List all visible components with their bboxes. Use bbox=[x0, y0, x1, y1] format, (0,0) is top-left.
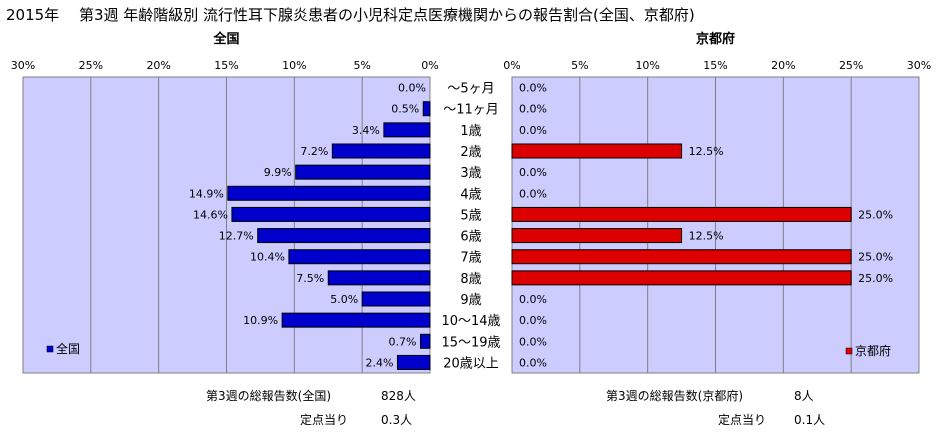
kyoto-bar bbox=[511, 143, 683, 159]
national-bar bbox=[295, 164, 431, 180]
national-data-label: 9.9% bbox=[264, 166, 292, 179]
national-bar bbox=[383, 122, 431, 138]
category-label: 15～19歳 bbox=[441, 335, 500, 350]
national-bar bbox=[327, 270, 431, 286]
kyoto-data-label: 0.0% bbox=[519, 293, 547, 306]
chart-title: 2015年 第3週 年齢階級別 流行性耳下腺炎患者の小児科定点医療機関からの報告… bbox=[6, 6, 695, 24]
kyoto-bar bbox=[511, 228, 683, 244]
kyoto-data-label: 25.0% bbox=[858, 251, 893, 264]
kyoto-data-label: 12.5% bbox=[689, 230, 724, 243]
kyoto-tick-label: 20% bbox=[771, 59, 795, 72]
national-data-label: 7.5% bbox=[296, 272, 324, 285]
category-label: 2歳 bbox=[460, 145, 481, 160]
kyoto-data-label: 0.0% bbox=[519, 356, 547, 369]
category-label: 5歳 bbox=[460, 208, 481, 223]
national-bar bbox=[420, 333, 431, 349]
national-data-label: 2.4% bbox=[365, 356, 393, 369]
kyoto-tick-label: 25% bbox=[839, 59, 863, 72]
category-label: 10～14歳 bbox=[441, 314, 500, 329]
kyoto-bar bbox=[511, 270, 852, 286]
national-data-label: 14.9% bbox=[189, 187, 224, 200]
national-bar bbox=[396, 354, 431, 370]
category-label: 9歳 bbox=[460, 293, 481, 308]
national-tick-label: 15% bbox=[214, 59, 238, 72]
national-bar bbox=[288, 249, 431, 265]
national-data-label: 0.7% bbox=[389, 335, 417, 348]
kyoto-tick-label: 15% bbox=[703, 59, 727, 72]
category-label: ～11ヶ月 bbox=[443, 103, 499, 118]
kyoto-per-label: 定点当り bbox=[718, 413, 767, 427]
kyoto-legend-label: 京都府 bbox=[855, 343, 891, 358]
kyoto-bar bbox=[511, 206, 852, 222]
kyoto-panel-title: 京都府 bbox=[696, 31, 735, 47]
national-data-label: 10.4% bbox=[250, 251, 285, 264]
kyoto-total-value: 8人 bbox=[794, 389, 814, 403]
category-label: 4歳 bbox=[460, 187, 481, 202]
kyoto-bar bbox=[511, 249, 852, 265]
national-tick-label: 10% bbox=[282, 59, 306, 72]
national-bar bbox=[331, 143, 431, 159]
national-per-label: 定点当り bbox=[300, 413, 349, 427]
national-data-label: 12.7% bbox=[219, 230, 254, 243]
national-legend-swatch bbox=[46, 345, 54, 353]
national-bar bbox=[227, 185, 431, 201]
category-label: 1歳 bbox=[460, 124, 481, 139]
kyoto-tick-label: 5% bbox=[571, 59, 588, 72]
kyoto-data-label: 0.0% bbox=[519, 335, 547, 348]
national-bar bbox=[422, 101, 431, 117]
kyoto-tick-label: 30% bbox=[907, 59, 931, 72]
national-tick-label: 20% bbox=[146, 59, 170, 72]
national-data-label: 14.6% bbox=[193, 208, 228, 221]
national-per-value: 0.3人 bbox=[381, 413, 413, 427]
kyoto-data-label: 0.0% bbox=[519, 166, 547, 179]
national-total-label: 第3週の総報告数(全国) bbox=[206, 389, 331, 403]
kyoto-per-value: 0.1人 bbox=[794, 413, 826, 427]
national-tick-label: 30% bbox=[11, 59, 35, 72]
national-data-label: 7.2% bbox=[300, 145, 328, 158]
kyoto-legend-swatch bbox=[845, 347, 853, 355]
national-panel-title: 全国 bbox=[212, 31, 239, 47]
national-legend-label: 全国 bbox=[56, 341, 80, 356]
kyoto-data-label: 0.0% bbox=[519, 82, 547, 95]
national-bar bbox=[281, 312, 431, 328]
kyoto-total-label: 第3週の総報告数(京都府) bbox=[606, 389, 743, 403]
category-label: 7歳 bbox=[460, 251, 481, 266]
national-tick-label: 5% bbox=[353, 59, 370, 72]
kyoto-data-label: 0.0% bbox=[519, 314, 547, 327]
kyoto-tick-label: 0% bbox=[503, 59, 520, 72]
category-label: ～5ヶ月 bbox=[447, 82, 494, 97]
national-data-label: 5.0% bbox=[330, 293, 358, 306]
kyoto-data-label: 0.0% bbox=[519, 187, 547, 200]
category-label: 8歳 bbox=[460, 272, 481, 287]
national-total-value: 828人 bbox=[381, 389, 416, 403]
category-label: 3歳 bbox=[460, 166, 481, 181]
national-bar bbox=[231, 206, 431, 222]
kyoto-data-label: 12.5% bbox=[689, 145, 724, 158]
national-tick-label: 25% bbox=[79, 59, 103, 72]
national-bar bbox=[361, 291, 431, 307]
category-label: 6歳 bbox=[460, 230, 481, 245]
national-data-label: 10.9% bbox=[243, 314, 278, 327]
national-tick-label: 0% bbox=[421, 59, 438, 72]
national-data-label: 0.0% bbox=[398, 82, 426, 95]
kyoto-data-label: 0.0% bbox=[519, 124, 547, 137]
kyoto-data-label: 0.0% bbox=[519, 103, 547, 116]
kyoto-data-label: 25.0% bbox=[858, 272, 893, 285]
national-data-label: 3.4% bbox=[352, 124, 380, 137]
kyoto-data-label: 25.0% bbox=[858, 208, 893, 221]
category-label: 20歳以上 bbox=[443, 356, 499, 371]
national-bar bbox=[257, 228, 431, 244]
national-data-label: 0.5% bbox=[391, 103, 419, 116]
kyoto-tick-label: 10% bbox=[635, 59, 659, 72]
